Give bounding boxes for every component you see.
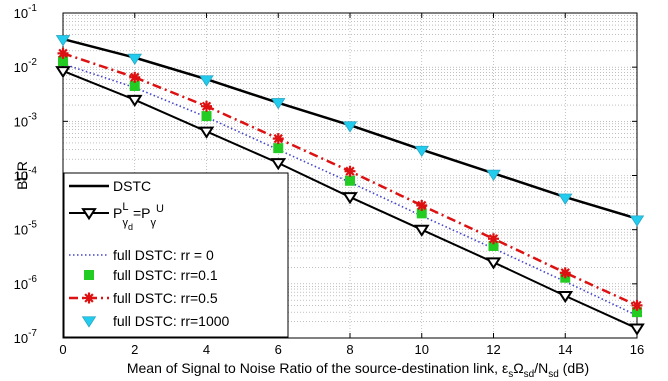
data-point <box>413 224 430 237</box>
data-point <box>488 240 499 251</box>
x-tick-label: 12 <box>486 342 500 357</box>
legend-item-2: full DSTC: rr = 0 <box>69 247 214 263</box>
data-point <box>201 100 212 112</box>
x-ticks: 0 2 4 6 8 10 12 14 16 <box>59 13 644 357</box>
legend-label: DSTC <box>113 178 151 194</box>
legend-label: full DSTC: rr = 0 <box>113 247 214 263</box>
series-group <box>55 35 645 336</box>
asterisk-core <box>132 74 138 80</box>
x-tick-label: 0 <box>59 342 66 357</box>
y-axis-label: BER <box>14 161 30 190</box>
asterisk-core <box>419 202 425 208</box>
asterisk-core <box>347 168 353 174</box>
series-1 <box>55 66 645 336</box>
y-tick-label: 10-2 <box>14 57 38 75</box>
asterisk-core <box>86 295 92 301</box>
asterisk-core <box>634 302 640 308</box>
series-5 <box>55 35 645 227</box>
series-4 <box>57 47 643 311</box>
legend-label: PL γd=PγU <box>113 201 164 232</box>
x-tick-label: 6 <box>275 342 282 357</box>
series-2 <box>62 63 638 317</box>
y-tick-label: 10-6 <box>14 274 38 292</box>
data-point <box>273 143 284 154</box>
data-point <box>129 80 140 91</box>
series-line <box>62 63 638 317</box>
legend-label: full DSTC: rr=0.5 <box>113 290 218 306</box>
data-point <box>342 121 358 133</box>
data-point <box>126 94 143 108</box>
y-tick-label: 10-4 <box>14 166 38 184</box>
data-point <box>58 55 68 66</box>
data-point <box>414 145 429 158</box>
data-point <box>488 233 499 245</box>
data-point <box>344 165 356 177</box>
data-point <box>486 169 501 181</box>
legend-marker-sample <box>81 208 97 221</box>
data-point <box>632 307 642 318</box>
data-point <box>557 290 574 304</box>
data-point <box>342 192 358 205</box>
legend-item-1: PL γd=PγU <box>69 201 164 232</box>
data-point <box>271 98 286 110</box>
legend-label: full DSTC: rr=1000 <box>113 313 230 329</box>
data-point <box>629 323 645 336</box>
x-tick-label: 16 <box>630 342 644 357</box>
legend-item-0: DSTC <box>69 178 151 194</box>
asterisk-core <box>491 236 496 242</box>
asterisk-core <box>60 50 66 56</box>
data-point <box>345 175 355 186</box>
data-point <box>270 158 287 171</box>
legend-label: full DSTC: rr=0.1 <box>113 267 218 283</box>
data-point <box>558 193 573 205</box>
y-tick-label: 10-7 <box>14 328 38 346</box>
data-point <box>272 133 284 145</box>
data-point <box>631 299 643 311</box>
x-tick-label: 8 <box>346 342 353 357</box>
data-point <box>629 215 645 227</box>
y-tick-label: 10-1 <box>14 3 38 21</box>
data-point <box>416 208 427 219</box>
y-tick-label: 10-5 <box>14 220 38 238</box>
legend-item-5: full DSTC: rr=1000 <box>81 313 230 329</box>
data-point <box>55 35 71 47</box>
x-tick-label: 2 <box>131 342 138 357</box>
x-axis-label: Mean of Signal to Noise Ratio of the sou… <box>127 360 589 380</box>
data-point <box>201 111 212 122</box>
data-point <box>559 267 571 279</box>
legend-marker-sample <box>81 316 97 328</box>
asterisk-core <box>204 103 209 109</box>
x-tick-label: 4 <box>203 342 210 357</box>
data-point <box>198 126 215 139</box>
data-point <box>55 66 71 79</box>
y-tick-label: 10-3 <box>14 111 38 129</box>
asterisk-core <box>562 270 568 276</box>
legend: DSTC PL γd=PγU full DSTC: rr = 0 full DSTC: … <box>63 172 289 338</box>
data-point <box>57 47 69 59</box>
data-point <box>199 75 214 87</box>
x-tick-label: 10 <box>415 342 429 357</box>
legend-item-4: full DSTC: rr=0.5 <box>69 290 218 306</box>
legend-marker-sample <box>83 292 95 304</box>
legend-marker-sample <box>84 270 94 280</box>
data-point <box>485 257 502 270</box>
x-tick-label: 14 <box>558 342 572 357</box>
legend-item-3: full DSTC: rr=0.1 <box>84 267 218 283</box>
data-point <box>129 71 141 83</box>
asterisk-core <box>275 136 281 142</box>
data-point <box>416 199 428 211</box>
data-point <box>127 53 142 66</box>
